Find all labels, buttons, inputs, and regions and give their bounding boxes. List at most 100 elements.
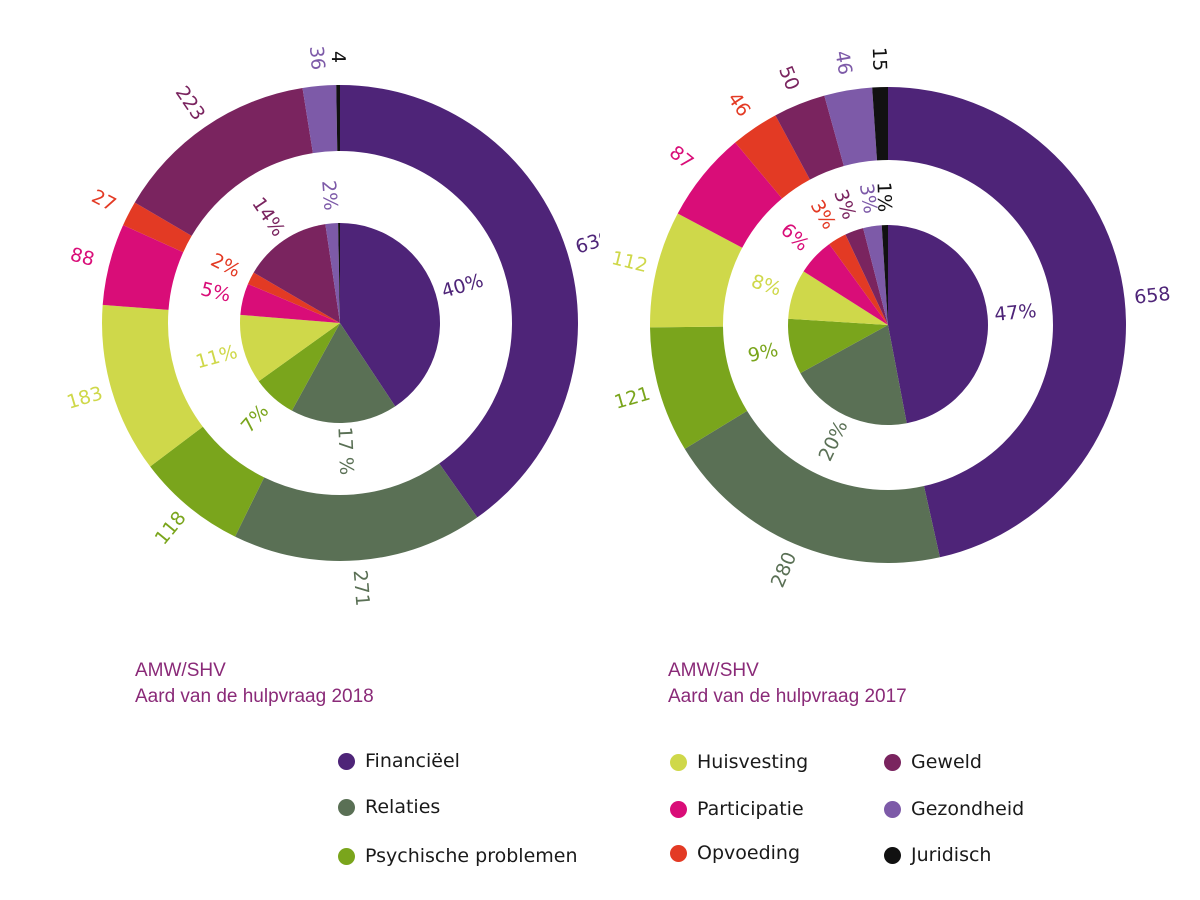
outer-label-opvoeding: 27 — [88, 185, 120, 216]
outer-label-psychische-problemen: 118 — [151, 507, 191, 549]
inner-label-psychische-problemen: 7% — [237, 400, 273, 437]
outer-label-participatie: 87 — [665, 141, 698, 173]
legend-label: Psychische problemen — [365, 845, 578, 867]
inner-label-financieel: 40% — [439, 269, 486, 302]
outer-slice-participatie — [102, 225, 184, 310]
outer-slice-geweld — [134, 87, 313, 236]
caption-2018-subtitle: Aard van de hulpvraag 2018 — [135, 686, 374, 707]
legend-dot-icon — [338, 847, 355, 865]
legend-item-gezondheid: Gezondheid — [884, 798, 1024, 820]
inner-slice-financieel — [888, 225, 989, 424]
outer-label-juridisch: 15 — [868, 47, 891, 72]
legend-dot-icon — [884, 846, 901, 864]
outer-slice-geweld — [775, 95, 844, 180]
legend-label: Participatie — [697, 798, 804, 820]
legend-item-financieel: Financiëel — [338, 750, 460, 772]
outer-label-huisvesting: 112 — [609, 247, 649, 277]
outer-slice-relaties — [684, 410, 940, 563]
inner-slice-participatie — [803, 244, 888, 325]
legend-item-opvoeding: Opvoeding — [670, 842, 800, 864]
legend-label: Juridisch — [911, 844, 992, 866]
inner-slice-huisvesting — [239, 314, 340, 382]
inner-slice-geweld — [253, 224, 340, 323]
inner-label-huisvesting: 8% — [749, 270, 784, 300]
legend-dot-icon — [670, 800, 687, 818]
legend-label: Opvoeding — [697, 842, 801, 864]
legend-label: Relaties — [365, 796, 441, 818]
legend-item-huisvesting: Huisvesting — [670, 751, 808, 773]
inner-slice-psychische-problemen — [788, 318, 888, 374]
outer-slice-psychische-problemen — [150, 426, 265, 537]
inner-label-relaties: 17 % — [333, 426, 357, 475]
outer-slice-opvoeding — [735, 115, 810, 199]
inner-slice-opvoeding — [829, 234, 888, 325]
outer-slice-huisvesting — [102, 304, 203, 467]
inner-label-gezondheid: 3% — [855, 182, 881, 215]
outer-label-relaties: 271 — [349, 569, 374, 607]
caption-2017-subtitle: Aard van de hulpvraag 2017 — [668, 686, 907, 707]
outer-slice-financieel — [340, 85, 579, 518]
outer-slice-opvoeding — [123, 202, 192, 253]
legend-item-participatie: Participatie — [670, 798, 804, 820]
inner-label-financieel: 47% — [993, 300, 1037, 326]
legend-dot-icon — [884, 753, 901, 771]
outer-label-financieel: 639 — [573, 227, 600, 259]
inner-label-gezondheid: 2% — [317, 180, 341, 212]
legend-label: Financiëel — [365, 750, 460, 772]
outer-slice-juridisch — [336, 85, 340, 152]
outer-slice-relaties — [235, 463, 478, 561]
outer-label-gezondheid: 46 — [830, 49, 856, 77]
caption-2018-title: AMW/SHV — [135, 660, 226, 681]
legend-dot-icon — [338, 752, 355, 770]
inner-slice-juridisch — [881, 225, 888, 325]
legend-item-juridisch: Juridisch — [884, 844, 991, 866]
outer-slice-participatie — [677, 142, 783, 248]
outer-slice-gezondheid — [824, 87, 878, 167]
legend-dot-icon — [884, 800, 901, 818]
inner-label-geweld: 14% — [247, 193, 289, 240]
legend-label: Gezondheid — [911, 798, 1025, 820]
legend-label: Geweld — [911, 751, 982, 773]
inner-slice-financieel — [340, 223, 441, 407]
inner-label-psychische-problemen: 9% — [746, 339, 780, 367]
inner-slice-geweld — [845, 228, 888, 325]
outer-label-participatie: 88 — [68, 244, 97, 271]
outer-label-geweld: 223 — [171, 82, 210, 124]
inner-slice-juridisch — [338, 223, 340, 323]
outer-label-relaties: 280 — [767, 549, 801, 591]
legend-item-relaties: Relaties — [338, 796, 440, 818]
inner-slice-relaties — [800, 325, 907, 425]
legend-dot-icon — [338, 798, 355, 816]
inner-slice-psychische-problemen — [258, 323, 340, 411]
outer-label-juridisch: 4 — [327, 51, 349, 63]
outer-slice-psychische-problemen — [650, 326, 748, 449]
inner-label-relaties: 20% — [815, 417, 853, 465]
inner-slice-opvoeding — [247, 272, 340, 323]
inner-label-opvoeding: 2% — [207, 249, 244, 282]
outer-slice-juridisch — [872, 87, 888, 161]
legend-label: Huisvesting — [697, 751, 809, 773]
legend-dot-icon — [670, 844, 687, 862]
legend-dot-icon — [670, 753, 687, 771]
legend-item-geweld: Geweld — [884, 751, 982, 773]
outer-slice-gezondheid — [302, 85, 338, 154]
outer-slice-huisvesting — [650, 213, 743, 328]
outer-slice-financieel — [888, 87, 1126, 558]
caption-2017-title: AMW/SHV — [668, 660, 759, 681]
outer-label-opvoeding: 46 — [723, 89, 755, 121]
outer-label-geweld: 50 — [774, 63, 803, 94]
caption-2017: AMW/SHV Aard van de hulpvraag 2017 — [668, 658, 907, 710]
outer-label-huisvesting: 183 — [64, 382, 105, 413]
outer-label-gezondheid: 36 — [305, 45, 329, 71]
outer-label-financieel: 658 — [1133, 283, 1171, 309]
inner-label-participatie: 5% — [198, 278, 233, 307]
inner-label-huisvesting: 11% — [193, 341, 240, 373]
inner-label-participatie: 6% — [776, 219, 813, 256]
inner-slice-participatie — [240, 283, 340, 323]
legend-item-psychische-problemen: Psychische problemen — [338, 845, 578, 867]
inner-slice-huisvesting — [788, 271, 888, 325]
inner-label-juridisch: 1% — [873, 182, 896, 213]
caption-2018: AMW/SHV Aard van de hulpvraag 2018 — [135, 658, 374, 710]
